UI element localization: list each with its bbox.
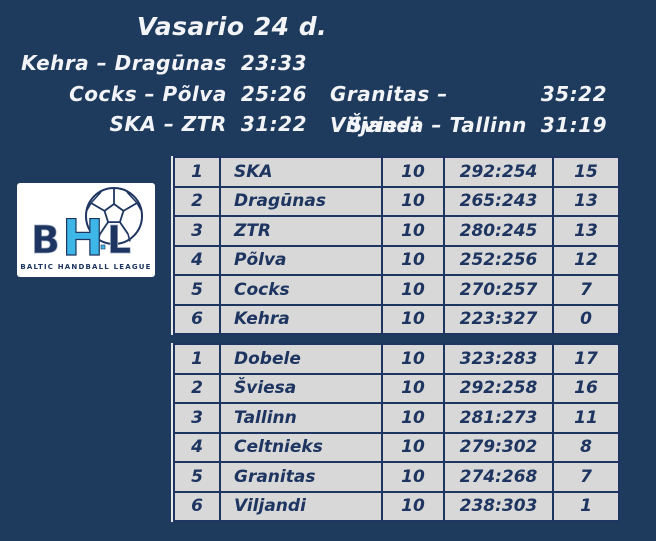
cell-pos: 1 xyxy=(175,158,219,186)
cell-team: Celtnieks xyxy=(221,433,381,461)
cell-pos: 4 xyxy=(175,246,219,274)
cell-games: 10 xyxy=(383,404,443,432)
result-line: SKA – ZTR 31:22 xyxy=(0,109,307,140)
match-label: Granitas – Viljandi xyxy=(330,82,448,137)
cell-games: 10 xyxy=(383,492,443,520)
cell-team: Dobele xyxy=(221,345,381,373)
cell-team: Kehra xyxy=(221,305,381,333)
cell-goals: 223:327 xyxy=(445,305,552,333)
match-score: 23:33 xyxy=(240,51,307,75)
handball-icon xyxy=(85,187,143,245)
cell-points: 16 xyxy=(554,374,618,402)
cell-team: ZTR xyxy=(221,217,381,245)
cell-points: 7 xyxy=(554,463,618,491)
cell-points: 13 xyxy=(554,217,618,245)
cell-games: 10 xyxy=(383,345,443,373)
cell-points: 13 xyxy=(554,187,618,215)
logo-letter-b: B xyxy=(31,218,60,262)
result-line: Kehra – Dragūnas 23:33 xyxy=(0,48,307,79)
logo-letter-l: L xyxy=(107,218,131,262)
cell-goals: 280:245 xyxy=(445,217,552,245)
cell-goals: 292:254 xyxy=(445,158,552,186)
cell-games: 10 xyxy=(383,158,443,186)
match-score: 35:22 xyxy=(540,82,607,106)
cell-points: 11 xyxy=(554,404,618,432)
logo-letter-h: H xyxy=(62,209,104,267)
cell-points: 1 xyxy=(554,492,618,520)
page-title: Vasario 24 d. xyxy=(136,12,328,41)
match-score: 31:22 xyxy=(240,112,307,136)
cell-goals: 252:256 xyxy=(445,246,552,274)
result-line: Šviesa – Tallinn 31:19 xyxy=(330,110,607,141)
cell-team: Põlva xyxy=(221,246,381,274)
cell-pos: 1 xyxy=(175,345,219,373)
cell-team: Dragūnas xyxy=(221,187,381,215)
match-label: SKA – ZTR xyxy=(109,112,227,136)
bhl-logo: B H L BALTIC HANDBALL LEAGUE xyxy=(17,183,155,277)
match-label: Kehra – Dragūnas xyxy=(21,51,227,75)
match-label: Cocks – Põlva xyxy=(69,81,227,106)
cell-goals: 238:303 xyxy=(445,492,552,520)
result-line: Cocks – Põlva 25:26 xyxy=(0,79,307,110)
cell-games: 10 xyxy=(383,463,443,491)
cell-team: Cocks xyxy=(221,276,381,304)
logo-dot xyxy=(100,244,106,250)
cell-games: 10 xyxy=(383,217,443,245)
cell-games: 10 xyxy=(383,433,443,461)
standings-table-b: 1 Dobele 10 323:283 17 2 Šviesa 10 292:2… xyxy=(173,343,620,522)
cell-games: 10 xyxy=(383,276,443,304)
cell-points: 7 xyxy=(554,276,618,304)
results-column-right: Granitas – Viljandi 35:22 Šviesa – Talli… xyxy=(330,79,607,140)
cell-games: 10 xyxy=(383,305,443,333)
cell-goals: 292:258 xyxy=(445,374,552,402)
cell-points: 0 xyxy=(554,305,618,333)
cell-points: 15 xyxy=(554,158,618,186)
cell-goals: 265:243 xyxy=(445,187,552,215)
match-score: 31:19 xyxy=(540,112,607,137)
cell-games: 10 xyxy=(383,187,443,215)
cell-pos: 4 xyxy=(175,433,219,461)
cell-pos: 6 xyxy=(175,492,219,520)
cell-goals: 270:257 xyxy=(445,276,552,304)
cell-pos: 2 xyxy=(175,374,219,402)
cell-team: Granitas xyxy=(221,463,381,491)
cell-pos: 5 xyxy=(175,276,219,304)
cell-goals: 323:283 xyxy=(445,345,552,373)
cell-goals: 279:302 xyxy=(445,433,552,461)
cell-team: Šviesa xyxy=(221,374,381,402)
standings-table-a: 1 SKA 10 292:254 15 2 Dragūnas 10 265:24… xyxy=(173,156,620,335)
cell-team: Viljandi xyxy=(221,492,381,520)
cell-points: 17 xyxy=(554,345,618,373)
cell-points: 8 xyxy=(554,433,618,461)
cell-pos: 5 xyxy=(175,463,219,491)
cell-pos: 2 xyxy=(175,187,219,215)
cell-pos: 3 xyxy=(175,217,219,245)
cell-pos: 6 xyxy=(175,305,219,333)
logo-caption: BALTIC HANDBALL LEAGUE xyxy=(20,263,151,271)
cell-team: SKA xyxy=(221,158,381,186)
results-column-left: Kehra – Dragūnas 23:33 Cocks – Põlva 25:… xyxy=(0,48,307,140)
result-line: Granitas – Viljandi 35:22 xyxy=(330,79,607,137)
cell-games: 10 xyxy=(383,246,443,274)
cell-points: 12 xyxy=(554,246,618,274)
cell-goals: 274:268 xyxy=(445,463,552,491)
cell-games: 10 xyxy=(383,374,443,402)
cell-pos: 3 xyxy=(175,404,219,432)
match-label: Šviesa – Tallinn xyxy=(347,112,527,137)
cell-goals: 281:273 xyxy=(445,404,552,432)
match-score: 25:26 xyxy=(240,81,307,106)
cell-team: Tallinn xyxy=(221,404,381,432)
